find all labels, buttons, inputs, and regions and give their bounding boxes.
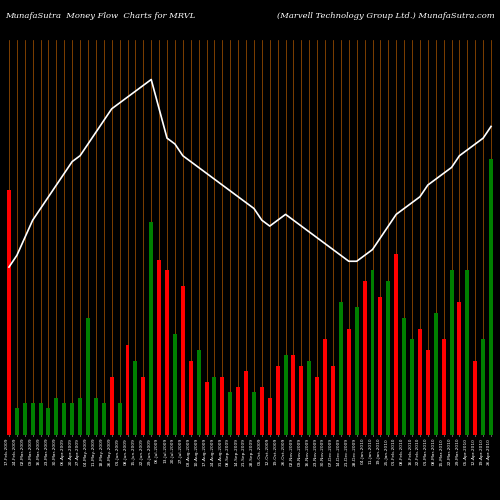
Bar	[62, 403, 66, 435]
Bar	[134, 360, 138, 435]
Bar	[347, 328, 351, 435]
Bar	[331, 366, 335, 435]
Bar	[339, 302, 343, 435]
Bar	[418, 328, 422, 435]
Bar	[315, 376, 319, 435]
Bar	[252, 392, 256, 435]
Bar	[212, 376, 216, 435]
Bar	[260, 387, 264, 435]
Bar	[292, 355, 296, 435]
Bar	[434, 312, 438, 435]
Text: MunafaSutra  Money Flow  Charts for MRVL: MunafaSutra Money Flow Charts for MRVL	[5, 12, 196, 20]
Bar	[284, 355, 288, 435]
Bar	[30, 403, 34, 435]
Bar	[426, 350, 430, 435]
Bar	[38, 403, 42, 435]
Bar	[189, 360, 192, 435]
Bar	[173, 334, 177, 435]
Bar	[386, 281, 390, 435]
Bar	[86, 318, 90, 435]
Bar	[354, 308, 358, 435]
Bar	[46, 408, 50, 435]
Bar	[276, 366, 280, 435]
Bar	[370, 270, 374, 435]
Bar	[323, 340, 327, 435]
Bar	[102, 403, 106, 435]
Bar	[236, 387, 240, 435]
Bar	[157, 260, 161, 435]
Bar	[7, 190, 11, 435]
Bar	[362, 281, 366, 435]
Bar	[450, 270, 454, 435]
Bar	[94, 398, 98, 435]
Bar	[149, 222, 153, 435]
Bar	[196, 350, 200, 435]
Bar	[466, 270, 469, 435]
Bar	[228, 392, 232, 435]
Bar	[54, 398, 58, 435]
Bar	[181, 286, 185, 435]
Bar	[308, 360, 311, 435]
Bar	[126, 344, 130, 435]
Bar	[110, 376, 114, 435]
Bar	[78, 398, 82, 435]
Bar	[394, 254, 398, 435]
Bar	[378, 296, 382, 435]
Bar	[204, 382, 208, 435]
Bar	[300, 366, 304, 435]
Bar	[118, 403, 122, 435]
Bar	[268, 398, 272, 435]
Bar	[23, 403, 26, 435]
Bar	[165, 270, 169, 435]
Bar	[410, 340, 414, 435]
Bar	[458, 302, 462, 435]
Bar	[220, 376, 224, 435]
Bar	[489, 158, 493, 435]
Bar	[142, 376, 146, 435]
Bar	[481, 340, 485, 435]
Bar	[474, 360, 477, 435]
Bar	[244, 371, 248, 435]
Bar	[15, 408, 19, 435]
Bar	[442, 340, 446, 435]
Bar	[402, 318, 406, 435]
Bar	[70, 403, 74, 435]
Text: (Marvell Technology Group Ltd.) MunafaSutra.com: (Marvell Technology Group Ltd.) MunafaSu…	[277, 12, 495, 20]
